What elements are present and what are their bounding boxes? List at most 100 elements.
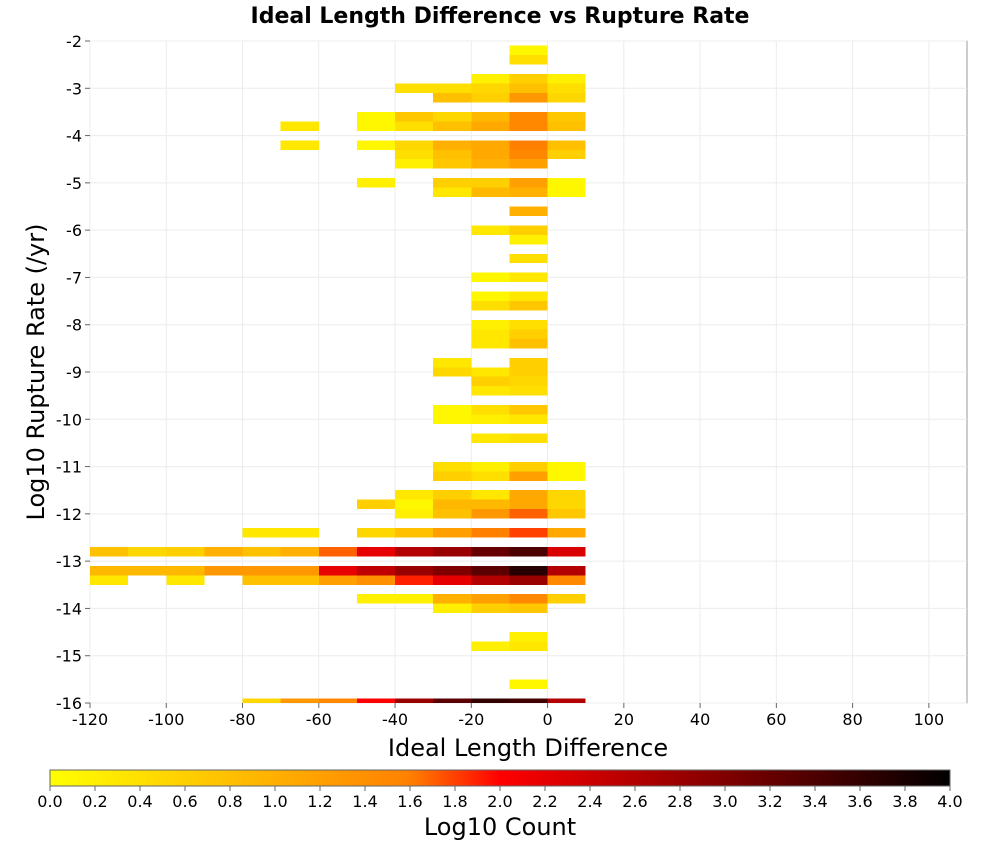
- heatmap-cell: [471, 329, 510, 339]
- y-axis-ticks: -2 -3 -4 -5 -6 -7 -8 -9 -10 -11 -12 -13 -14 -15 -16: [56, 32, 90, 713]
- y-tick-label: -14: [56, 599, 82, 618]
- y-tick-label: -16: [56, 694, 82, 713]
- heatmap-cell: [547, 461, 586, 472]
- heatmap-cell: [471, 603, 510, 614]
- heatmap-cell: [433, 149, 472, 160]
- heatmap-cell: [433, 93, 472, 103]
- heatmap-cell: [471, 490, 510, 500]
- heatmap-cell: [509, 471, 548, 481]
- colorbar-tick-label: 1.2: [307, 792, 332, 811]
- heatmap-cell: [547, 565, 586, 576]
- heatmap-cell: [395, 594, 434, 604]
- colorbar-tick-label: 3.2: [757, 792, 782, 811]
- x-tick-label: -120: [72, 710, 108, 729]
- heatmap-cell: [356, 140, 396, 150]
- heatmap-cell: [509, 301, 548, 311]
- heatmap-cell: [395, 140, 434, 150]
- heatmap-cell: [509, 319, 548, 330]
- heatmap-cell: [471, 83, 510, 94]
- colorbar-tick-label: 0.2: [82, 792, 107, 811]
- heatmap-cell: [395, 83, 434, 94]
- heatmap-cell: [356, 698, 396, 703]
- heatmap-cell: [471, 93, 510, 103]
- heatmap-cell: [395, 509, 434, 519]
- heatmap-cell: [433, 461, 472, 472]
- heatmap-cell: [509, 187, 548, 198]
- heatmap-cell: [509, 405, 548, 415]
- heatmap-cell: [509, 461, 548, 472]
- colorbar-tick-label: 0.6: [172, 792, 197, 811]
- heatmap-cell: [204, 546, 243, 557]
- heatmap-cell: [509, 225, 548, 235]
- heatmap-cell: [433, 575, 472, 585]
- heatmap-cell: [433, 565, 472, 576]
- heatmap-cell: [547, 575, 586, 585]
- heatmap-cell: [547, 698, 586, 703]
- heatmap-cell: [471, 74, 510, 84]
- heatmap-cell: [509, 603, 548, 614]
- heatmap-cell: [433, 698, 472, 703]
- heatmap-cell: [509, 121, 548, 131]
- heatmap-cell: [547, 528, 586, 538]
- colorbar-tick-label: 2.2: [532, 792, 557, 811]
- heatmap-cell: [547, 471, 586, 481]
- x-tick-label: -20: [458, 710, 484, 729]
- heatmap-cell: [356, 499, 396, 510]
- heatmap-cell: [547, 121, 586, 131]
- heatmap-cell: [433, 546, 472, 557]
- heatmap-cell: [471, 319, 510, 330]
- heatmap-cell: [471, 301, 510, 311]
- heatmap-cell: [471, 499, 510, 510]
- heatmap-cell: [433, 509, 472, 519]
- y-tick-label: -9: [66, 363, 82, 382]
- heatmap-cell: [471, 159, 510, 169]
- heatmap-cell: [509, 679, 548, 689]
- heatmap-cell: [166, 565, 205, 576]
- heatmap-cell: [395, 111, 434, 122]
- heatmap-cell: [433, 367, 472, 377]
- heatmap-cell: [509, 357, 548, 368]
- y-tick-label: -3: [66, 79, 82, 98]
- heatmap-cell: [547, 490, 586, 500]
- heatmap-cell: [509, 641, 548, 651]
- heatmap-cell: [509, 338, 548, 349]
- heatmap-cell: [433, 594, 472, 604]
- heatmap-cell: [395, 698, 434, 703]
- heatmap-cell: [509, 376, 548, 387]
- heatmap-cell: [509, 93, 548, 103]
- heatmap-cell: [471, 565, 510, 576]
- y-tick-label: -13: [56, 552, 82, 571]
- heatmap-cell: [433, 357, 472, 368]
- y-tick-label: -11: [56, 458, 82, 477]
- heatmap-cell: [509, 45, 548, 56]
- heatmap-cell: [128, 546, 167, 557]
- heatmap-cell: [471, 178, 510, 188]
- heatmap-cell: [433, 405, 472, 415]
- heatmap-cell: [471, 111, 510, 122]
- y-tick-label: -7: [66, 268, 82, 287]
- heatmap-cell: [128, 565, 167, 576]
- heatmap-cell: [471, 121, 510, 131]
- heatmap-cell: [547, 178, 586, 188]
- heatmap-cell: [509, 414, 548, 425]
- heatmap-cell: [395, 499, 434, 510]
- heatmap-cell: [547, 499, 586, 510]
- heatmap-cell: [433, 603, 472, 614]
- heatmap-cell: [509, 509, 548, 519]
- heatmap-cell: [509, 329, 548, 339]
- heatmap-cell: [433, 528, 472, 538]
- x-tick-label: 100: [914, 710, 945, 729]
- heatmap-cell: [471, 405, 510, 415]
- heatmap-cell: [471, 291, 510, 302]
- colorbar-tick-label: 1.8: [442, 792, 467, 811]
- heatmap-cell: [166, 575, 205, 585]
- heatmap-cell: [509, 528, 548, 538]
- heatmap-cell: [395, 121, 434, 131]
- heatmap-cell: [395, 490, 434, 500]
- heatmap-cell: [395, 565, 434, 576]
- x-tick-label: -80: [229, 710, 255, 729]
- heatmap-cell: [509, 433, 548, 443]
- heatmap-cell: [471, 272, 510, 283]
- heatmap-cell: [433, 140, 472, 150]
